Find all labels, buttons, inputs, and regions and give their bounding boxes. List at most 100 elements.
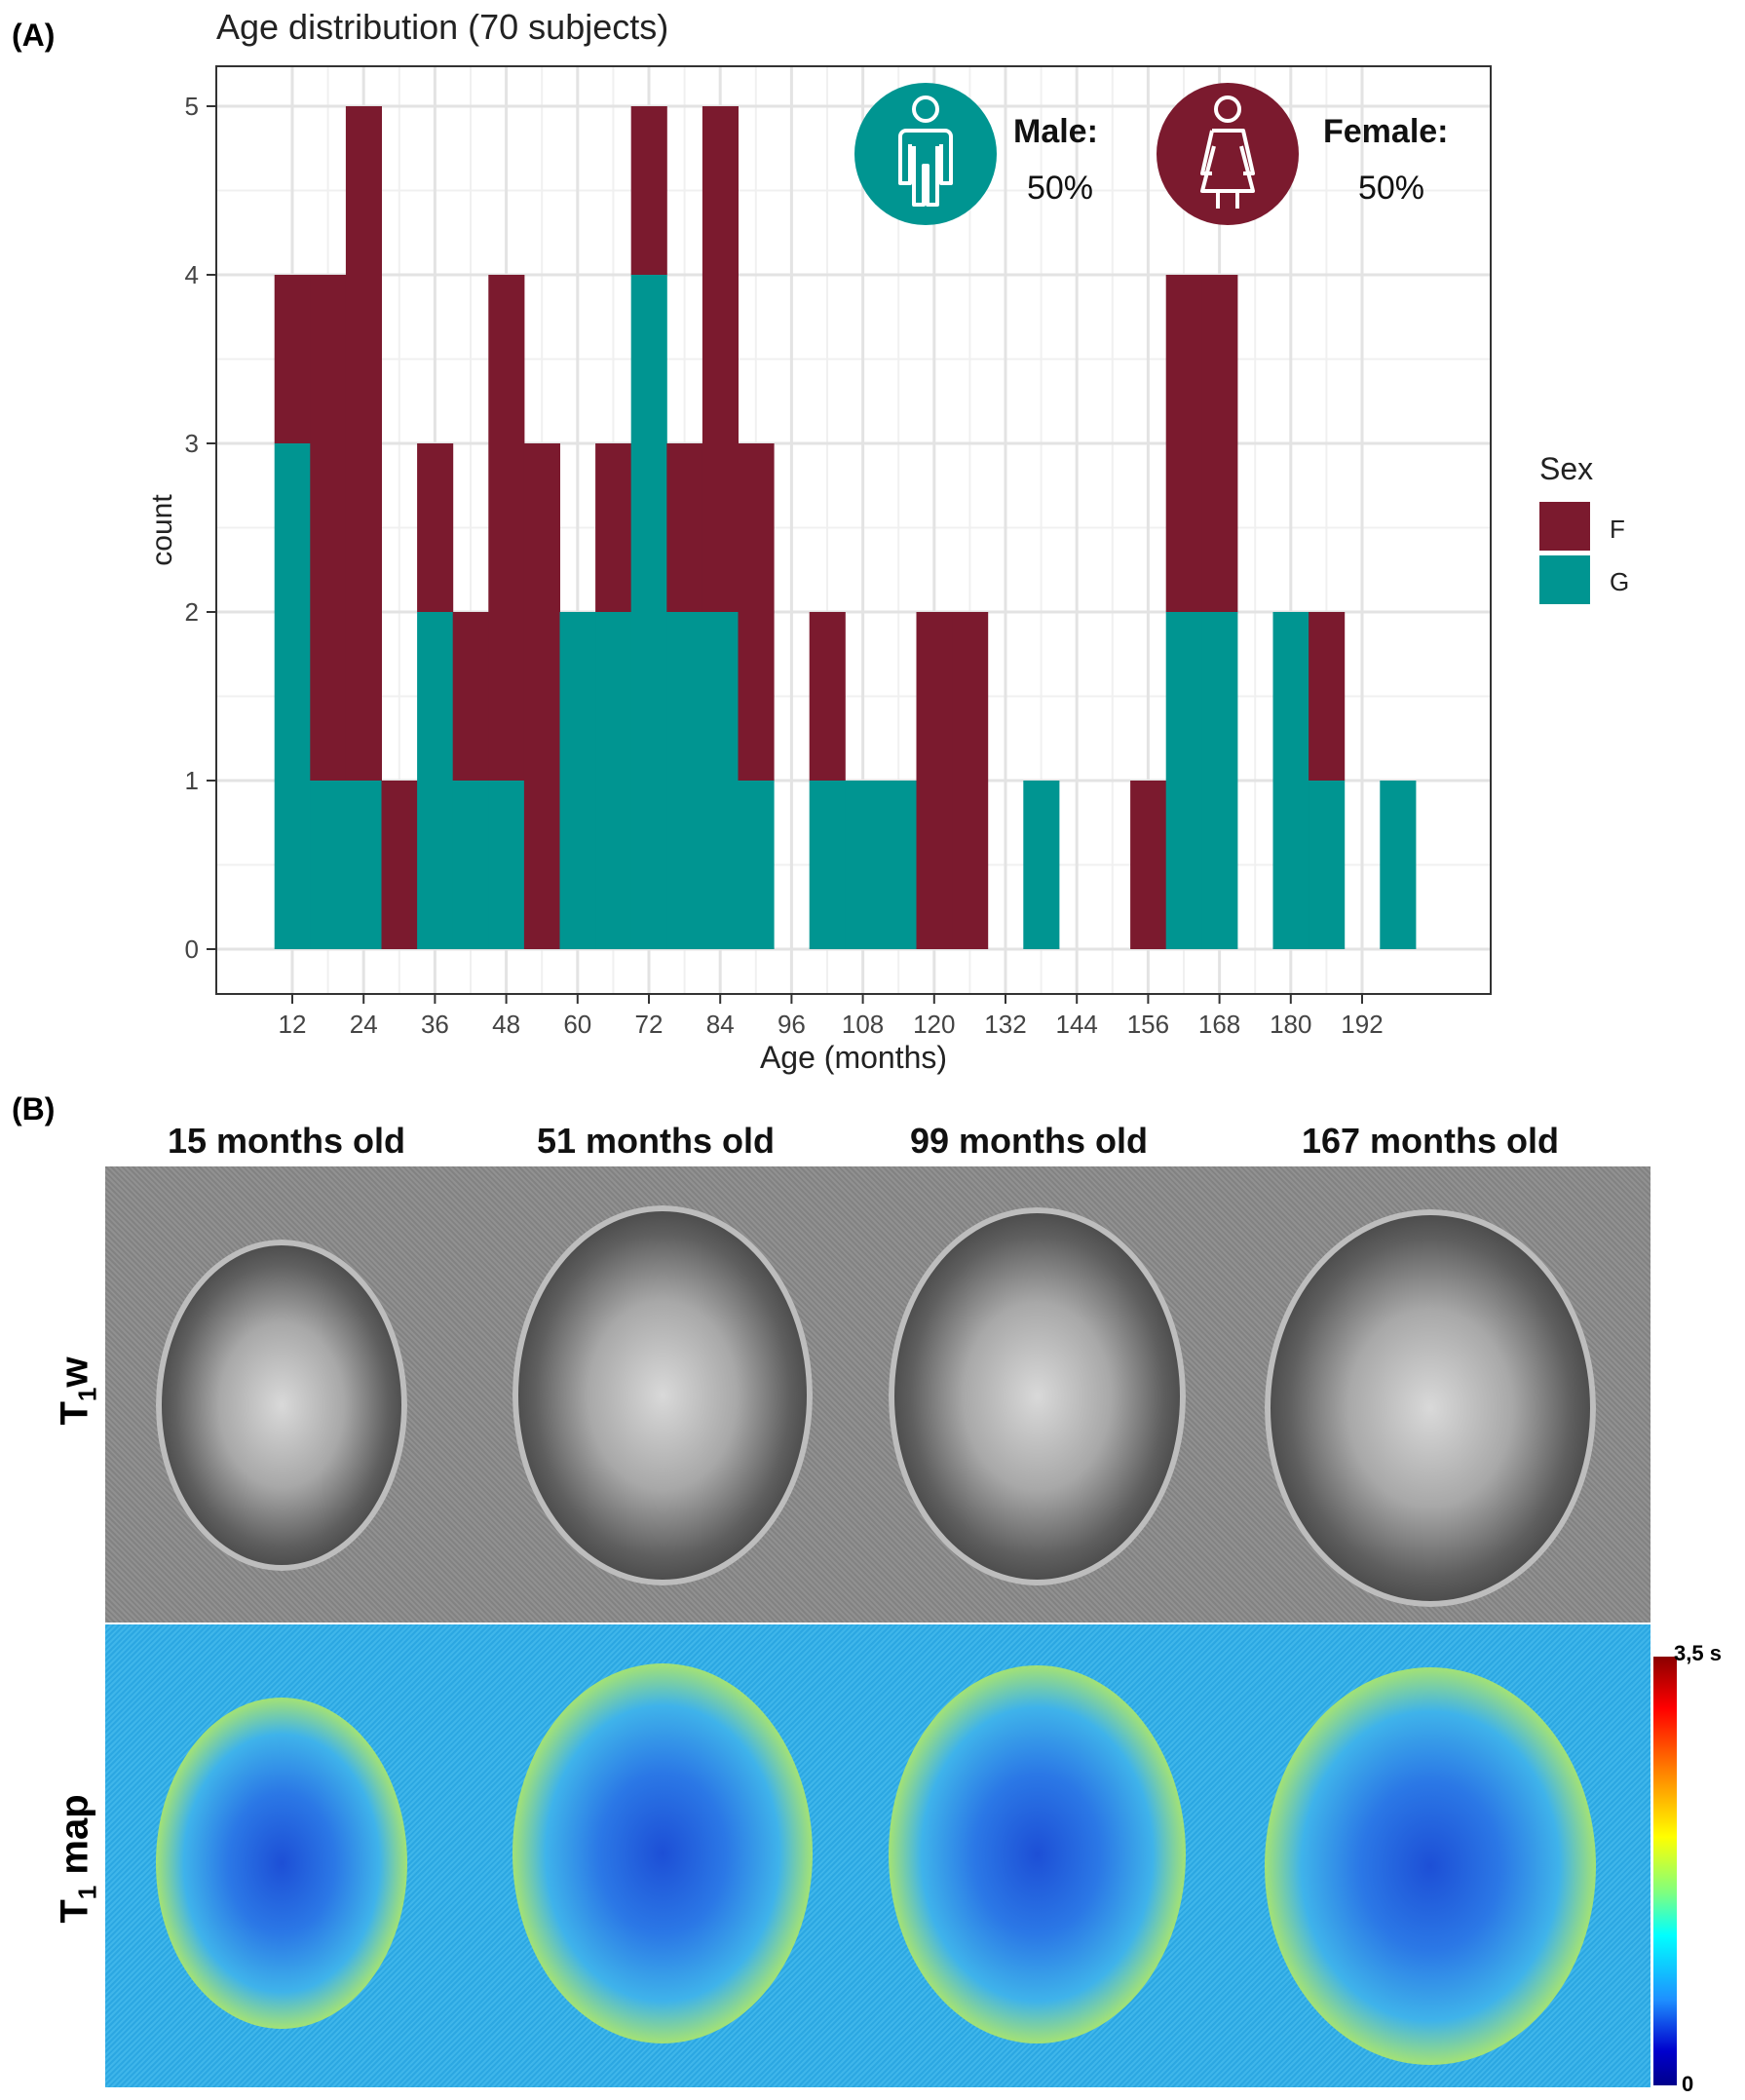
bar-f-18 (310, 275, 347, 781)
plot-border (215, 65, 1492, 995)
legend-label-g: G (1610, 567, 1629, 596)
t1w-image-strip (105, 1166, 1650, 1623)
bar-g-162 (1165, 612, 1202, 949)
bar-f-12 (274, 275, 311, 443)
t1map-brain-51-months (512, 1663, 813, 2043)
bar-f-42 (452, 612, 489, 781)
t1map-brain-99-months (889, 1665, 1186, 2043)
bar-f-156 (1130, 781, 1167, 949)
bar-f-162 (1165, 275, 1202, 612)
x-tick-label-120: 120 (913, 1010, 955, 1039)
t1w-brain-167-months (1265, 1209, 1596, 1607)
y-tick-label-0: 0 (185, 935, 199, 964)
male-annotation: Male: 50% (854, 83, 1098, 225)
x-tick-label-96: 96 (778, 1010, 806, 1039)
t1map-brain-167-months (1265, 1667, 1596, 2065)
chart-title: Age distribution (70 subjects) (216, 7, 668, 47)
x-tick-label-12: 12 (279, 1010, 307, 1039)
x-tick-label-24: 24 (350, 1010, 378, 1039)
x-tick-label-132: 132 (984, 1010, 1026, 1039)
bar-g-186 (1309, 781, 1346, 949)
bar-g-24 (345, 781, 382, 949)
bar-f-24 (345, 106, 382, 781)
panel-b-label: (B) (12, 1091, 56, 1126)
x-tick-label-168: 168 (1198, 1010, 1240, 1039)
female-percent: 50% (1358, 170, 1424, 207)
y-tick-label-2: 2 (185, 597, 199, 627)
bar-f-120 (916, 612, 953, 949)
bar-f-36 (417, 443, 454, 612)
row-label-t1w: T1w (53, 1356, 102, 1426)
bar-g-60 (559, 612, 596, 949)
t1w-brain-99-months (889, 1207, 1186, 1585)
x-tick-label-156: 156 (1127, 1010, 1169, 1039)
bar-g-168 (1201, 612, 1238, 949)
column-title-51: 51 months old (536, 1121, 776, 1161)
female-annotation: Female: 50% (1157, 83, 1449, 225)
male-label: Male: (1013, 113, 1098, 150)
female-label: Female: (1323, 113, 1449, 150)
bar-g-42 (452, 781, 489, 949)
female-circle (1157, 83, 1299, 225)
y-tick-label-1: 1 (185, 766, 199, 795)
bar-f-78 (666, 443, 703, 612)
bar-f-168 (1201, 275, 1238, 612)
t1map-brain-15-months (156, 1698, 407, 2029)
y-axis: 0 1 2 3 4 5 (185, 92, 216, 964)
y-axis-label: count (146, 494, 178, 566)
bar-g-138 (1023, 781, 1060, 949)
legend-swatch-g (1539, 555, 1590, 604)
bar-g-66 (595, 612, 632, 949)
y-tick-label-4: 4 (185, 260, 199, 289)
t1-colorbar (1653, 1657, 1677, 2085)
bar-g-48 (488, 781, 525, 949)
bar-g-90 (738, 781, 775, 949)
x-tick-label-60: 60 (563, 1010, 591, 1039)
legend-label-f: F (1610, 515, 1625, 544)
bar-g-102 (809, 781, 846, 949)
x-tick-label-108: 108 (842, 1010, 884, 1039)
row-label-t1map: T1 map (53, 1794, 102, 1924)
x-tick-label-192: 192 (1341, 1010, 1383, 1039)
bar-g-72 (630, 275, 667, 949)
age-distribution-chart: Age distribution (70 subjects) 12 24 36 48 6… (146, 7, 1629, 1075)
colorbar-max-label: 3,5 s (1674, 1641, 1722, 1665)
y-tick-label-5: 5 (185, 92, 199, 121)
male-percent: 50% (1027, 170, 1093, 207)
male-circle (854, 83, 997, 225)
column-title-99: 99 months old (909, 1121, 1149, 1161)
bar-f-72 (630, 106, 667, 275)
x-tick-label-72: 72 (635, 1010, 664, 1039)
bar-f-66 (595, 443, 632, 612)
x-tick-label-36: 36 (421, 1010, 449, 1039)
bar-g-180 (1272, 612, 1309, 949)
t1w-brain-51-months (512, 1205, 813, 1585)
panel-a-label: (A) (12, 18, 56, 53)
bar-g-114 (880, 781, 917, 949)
legend-title: Sex (1539, 451, 1593, 486)
bars-layer (274, 106, 1417, 949)
bar-f-90 (738, 443, 775, 781)
female-person-icon (1200, 95, 1255, 209)
bar-g-12 (274, 443, 311, 949)
x-axis-label: Age (months) (760, 1040, 947, 1075)
t1w-brain-15-months (156, 1240, 407, 1571)
bar-f-30 (381, 781, 418, 949)
bar-g-36 (417, 612, 454, 949)
colorbar-min-label: 0 (1682, 2072, 1694, 2096)
bar-g-198 (1380, 781, 1417, 949)
bar-f-186 (1309, 612, 1346, 781)
x-axis: 12 24 36 48 60 72 84 96 108 120 132 144 156 168 180 192 (279, 994, 1384, 1039)
column-title-15: 15 months old (167, 1121, 406, 1161)
bar-f-126 (952, 612, 989, 949)
male-person-icon (898, 95, 953, 207)
x-tick-label-84: 84 (706, 1010, 735, 1039)
y-tick-label-3: 3 (185, 429, 199, 458)
bar-f-54 (523, 443, 560, 949)
bar-f-102 (809, 612, 846, 781)
bar-g-108 (845, 781, 882, 949)
legend: Sex F G (1539, 451, 1629, 604)
bar-f-48 (488, 275, 525, 781)
x-tick-label-144: 144 (1056, 1010, 1098, 1039)
column-title-167: 167 months old (1301, 1121, 1560, 1161)
